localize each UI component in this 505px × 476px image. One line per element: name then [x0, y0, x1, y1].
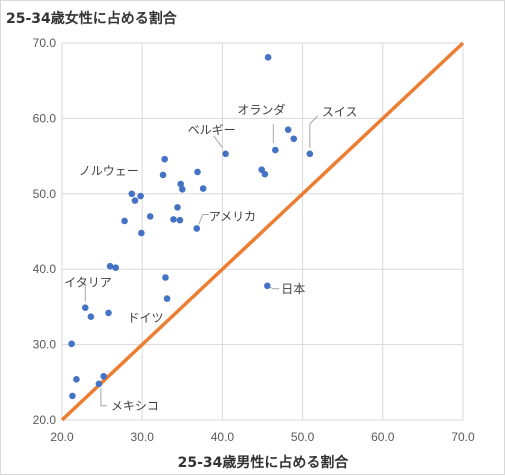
data-point — [138, 229, 145, 237]
data-point — [106, 262, 114, 270]
annotation-label: メキシコ — [111, 399, 159, 413]
reference-line — [60, 41, 465, 422]
data-point — [73, 375, 80, 383]
data-points — [68, 54, 314, 400]
x-tick-label: 30.0 — [131, 430, 155, 444]
annotation-label: ベルギー — [188, 123, 236, 137]
reference-line-group — [60, 41, 465, 422]
y-tick-label: 60.0 — [33, 111, 57, 125]
annotation-label: オランダ — [237, 102, 285, 117]
data-point — [81, 304, 89, 311]
data-point — [100, 372, 108, 380]
data-point — [69, 392, 76, 400]
data-point — [264, 282, 271, 290]
y-tick-label: 50.0 — [33, 187, 57, 201]
data-point — [170, 216, 177, 223]
data-point — [176, 216, 184, 224]
annotation-label: スイス — [322, 105, 358, 119]
annotation-leader — [213, 135, 224, 149]
data-point — [284, 126, 292, 134]
gridlines — [61, 42, 464, 421]
data-point — [264, 54, 272, 61]
x-tick-labels: 20.0 30.0 40.0 50.0 60.0 70.0 — [50, 430, 475, 444]
annotation-label: イタリア — [64, 276, 112, 290]
data-point — [174, 204, 181, 211]
data-point — [163, 295, 171, 302]
annotation-leader — [309, 115, 319, 148]
data-point — [306, 150, 314, 158]
data-point — [193, 225, 201, 232]
data-point — [177, 180, 184, 188]
data-point — [68, 340, 75, 348]
y-axis-title: 25-34歳女性に占める割合 — [6, 10, 178, 27]
data-point — [222, 150, 229, 158]
annotation-leader — [198, 213, 209, 225]
data-point — [87, 313, 95, 321]
data-point — [95, 380, 103, 388]
y-tick-label: 30.0 — [33, 338, 57, 352]
y-tick-labels: 20.0 30.0 40.0 50.0 60.0 70.0 — [33, 36, 57, 427]
annotation-leaders — [84, 115, 319, 407]
x-tick-label: 20.0 — [50, 430, 74, 444]
data-point — [162, 274, 169, 281]
data-point — [179, 185, 186, 193]
data-point — [261, 170, 269, 178]
x-tick-label: 70.0 — [451, 430, 475, 444]
annotation-label: ノルウェー — [79, 164, 139, 178]
data-point — [290, 135, 298, 143]
annotation-label: アメリカ — [209, 209, 256, 223]
data-point — [272, 146, 279, 154]
data-point — [128, 190, 136, 198]
annotation-label: ドイツ — [128, 311, 164, 325]
y-tick-label: 20.0 — [33, 413, 57, 427]
annotation-leader — [100, 387, 107, 407]
x-tick-label: 50.0 — [291, 430, 315, 444]
data-point — [159, 171, 167, 179]
data-point — [137, 192, 144, 200]
data-point — [199, 185, 207, 192]
y-tick-label: 70.0 — [33, 36, 57, 50]
data-point — [131, 197, 139, 204]
data-point — [194, 168, 201, 176]
y-tick-label: 40.0 — [33, 262, 57, 276]
data-point — [105, 309, 112, 317]
data-point — [146, 213, 154, 220]
x-axis-title: 25-34歳男性に占める割合 — [178, 454, 350, 471]
data-point — [121, 217, 128, 225]
x-tick-label: 40.0 — [211, 430, 235, 444]
data-point — [161, 155, 168, 163]
x-tick-label: 60.0 — [371, 430, 395, 444]
annotation-label: 日本 — [281, 282, 305, 296]
data-point — [112, 264, 120, 271]
